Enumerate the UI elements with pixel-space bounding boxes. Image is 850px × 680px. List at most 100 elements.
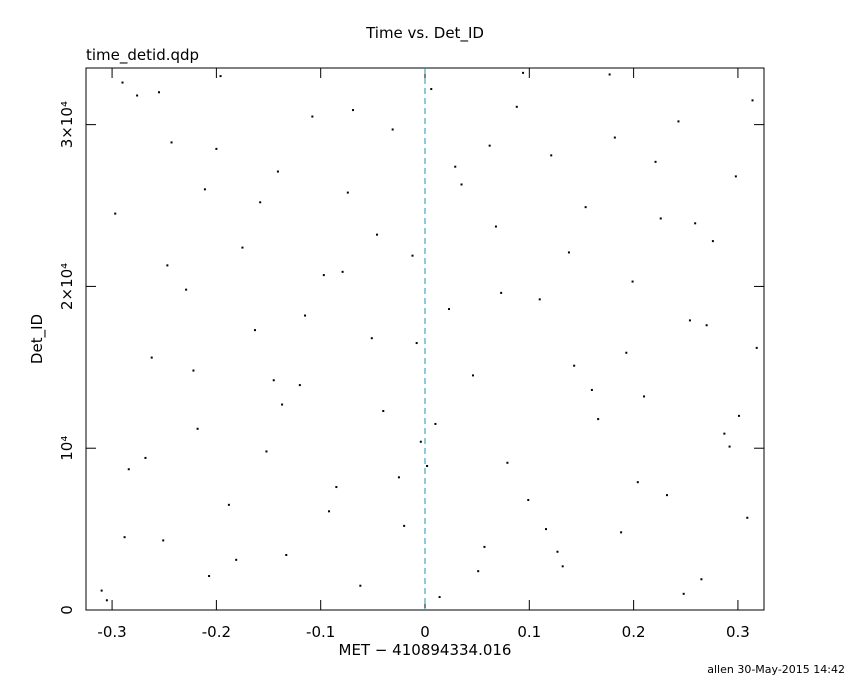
- point: [352, 109, 355, 112]
- point: [403, 524, 406, 527]
- point: [500, 291, 503, 294]
- point: [276, 170, 279, 173]
- point: [346, 191, 349, 194]
- point: [654, 160, 657, 163]
- point: [694, 222, 697, 225]
- point: [625, 351, 628, 354]
- point: [751, 99, 754, 102]
- point: [688, 319, 691, 322]
- point: [643, 395, 646, 398]
- y-tick-label: 3×10⁴: [58, 101, 76, 148]
- point: [382, 409, 385, 412]
- point: [538, 298, 541, 301]
- point: [265, 450, 268, 453]
- point: [597, 418, 600, 421]
- point: [426, 465, 429, 468]
- point: [158, 91, 161, 94]
- point: [150, 356, 153, 359]
- point: [746, 516, 749, 519]
- x-tick-label: 0.2: [622, 623, 646, 641]
- point: [522, 71, 525, 74]
- point: [561, 565, 564, 568]
- point: [477, 570, 480, 573]
- point: [166, 264, 169, 267]
- point: [728, 445, 731, 448]
- point: [447, 308, 450, 311]
- point: [527, 498, 530, 501]
- point: [241, 246, 244, 249]
- chart-subtitle: time_detid.qdp: [86, 46, 199, 65]
- point: [483, 545, 486, 548]
- point: [419, 440, 422, 443]
- point: [705, 324, 708, 327]
- point: [677, 120, 680, 123]
- x-axis-label: MET − 410894334.016: [339, 641, 512, 659]
- y-tick-label: 0: [58, 605, 76, 615]
- x-tick-label: -0.1: [306, 623, 335, 641]
- point: [105, 599, 108, 602]
- point: [304, 314, 307, 317]
- point: [506, 461, 509, 464]
- point: [700, 578, 703, 581]
- point: [281, 403, 284, 406]
- point: [723, 432, 726, 435]
- point: [219, 75, 222, 78]
- y-tick-label: 10⁴: [58, 436, 76, 461]
- point: [711, 240, 714, 243]
- footer: allen 30-May-2015 14:42: [707, 663, 845, 676]
- point: [434, 422, 437, 425]
- point: [185, 288, 188, 291]
- point: [144, 456, 147, 459]
- point: [454, 165, 457, 168]
- point: [127, 468, 130, 471]
- point: [608, 73, 611, 76]
- chart-title: Time vs. Det_ID: [365, 24, 484, 43]
- point: [415, 342, 418, 345]
- point: [359, 584, 362, 587]
- x-tick-label: -0.3: [97, 623, 126, 641]
- point: [311, 115, 314, 118]
- point: [438, 596, 441, 599]
- point: [515, 105, 518, 108]
- point: [272, 379, 275, 382]
- point: [631, 280, 634, 283]
- point: [620, 531, 623, 534]
- point: [737, 414, 740, 417]
- point: [227, 503, 230, 506]
- x-tick-label: 0.1: [517, 623, 541, 641]
- point: [203, 188, 206, 191]
- point: [235, 558, 238, 561]
- point: [391, 128, 394, 131]
- point: [322, 274, 325, 277]
- point: [613, 136, 616, 139]
- x-tick-label: 0: [420, 623, 430, 641]
- point: [253, 329, 256, 332]
- point: [376, 233, 379, 236]
- point: [567, 251, 570, 254]
- point: [196, 427, 199, 430]
- point: [734, 175, 737, 178]
- point: [285, 553, 288, 556]
- point: [259, 201, 262, 204]
- point: [590, 388, 593, 391]
- point: [397, 476, 400, 479]
- point: [665, 494, 668, 497]
- x-tick-label: -0.2: [202, 623, 231, 641]
- point: [460, 183, 463, 186]
- point: [755, 346, 758, 349]
- point: [328, 510, 331, 513]
- point: [100, 589, 103, 592]
- point: [170, 141, 173, 144]
- point: [573, 364, 576, 367]
- point: [682, 592, 685, 595]
- point: [584, 206, 587, 209]
- point: [208, 575, 211, 578]
- x-tick-label: 0.3: [726, 623, 750, 641]
- point: [488, 144, 491, 147]
- point: [298, 384, 301, 387]
- point: [192, 369, 195, 372]
- point: [370, 337, 373, 340]
- point: [114, 212, 117, 215]
